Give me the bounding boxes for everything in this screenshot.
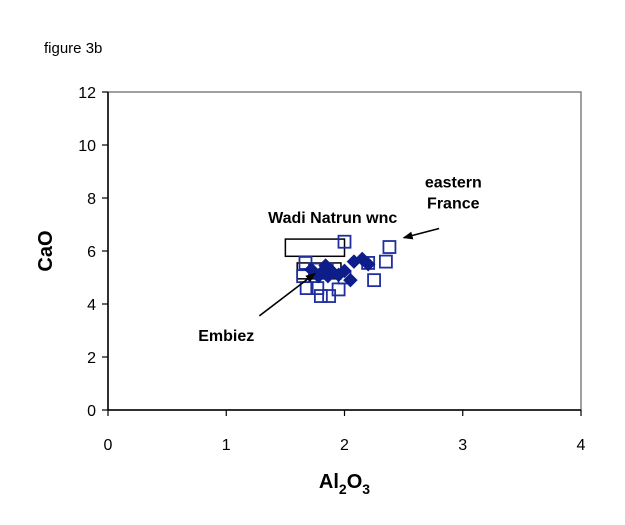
y-axis-title: CaO bbox=[35, 230, 57, 271]
y-tick-label: 6 bbox=[87, 244, 96, 261]
open-square-point bbox=[313, 289, 328, 303]
open-square-point bbox=[382, 240, 397, 254]
x-tick-label: 0 bbox=[104, 437, 113, 454]
y-tick-label: 10 bbox=[78, 138, 96, 155]
annotation-label: France bbox=[427, 196, 480, 213]
x-tick-label: 2 bbox=[340, 437, 349, 454]
y-tick-label: 12 bbox=[78, 85, 96, 102]
diamond-point bbox=[318, 258, 333, 273]
diamond-point bbox=[337, 263, 352, 279]
y-tick-label: 8 bbox=[87, 191, 96, 208]
x-axis-title-subscript: 3 bbox=[362, 481, 370, 497]
x-tick-label: 3 bbox=[458, 437, 467, 454]
annotation-label: Wadi Natrun wnc bbox=[268, 210, 397, 227]
figure-caption: figure 3b bbox=[44, 40, 103, 57]
open-square-point bbox=[378, 254, 393, 269]
open-square-point bbox=[322, 289, 337, 303]
region-rectangle bbox=[284, 238, 346, 258]
open-square-point bbox=[337, 234, 352, 249]
x-axis-title-part: Al bbox=[319, 471, 339, 493]
x-tick-label: 4 bbox=[577, 437, 586, 454]
annotation-arrow bbox=[258, 272, 316, 317]
x-axis-title: Al2O3 bbox=[319, 471, 370, 497]
x-axis-title-subscript: 2 bbox=[339, 481, 347, 497]
diamond-point bbox=[343, 272, 358, 288]
annotation-label: Embiez bbox=[198, 328, 254, 345]
y-tick-label: 4 bbox=[87, 297, 96, 314]
open-square-point bbox=[367, 273, 381, 288]
y-tick-label: 0 bbox=[87, 403, 96, 420]
x-axis-title-part: O bbox=[347, 471, 363, 493]
diamond-point bbox=[360, 256, 376, 272]
annotation-arrow bbox=[402, 227, 440, 240]
y-tick-label: 2 bbox=[87, 350, 96, 367]
annotation-label: eastern bbox=[425, 174, 482, 191]
x-tick-label: 1 bbox=[222, 437, 231, 454]
